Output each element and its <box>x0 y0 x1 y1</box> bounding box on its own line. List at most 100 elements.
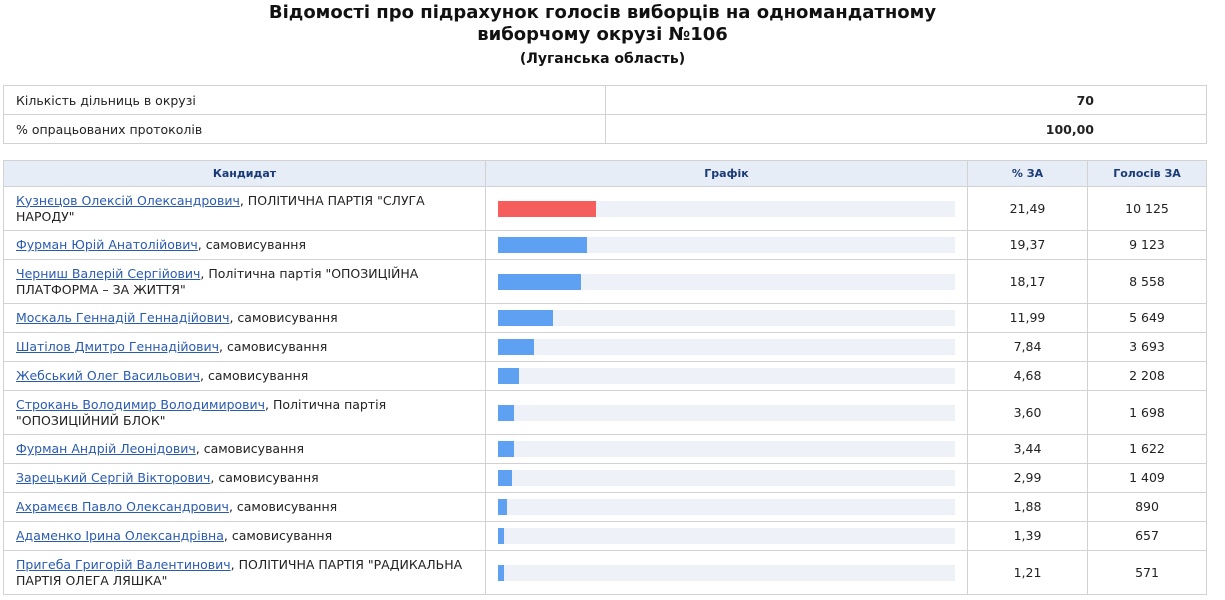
column-header: Графік <box>485 160 968 187</box>
candidate-row: Москаль Геннадій Геннадійович, самовисув… <box>3 303 1207 333</box>
title-line: виборчому окрузі №106 <box>477 24 728 45</box>
candidate-link[interactable]: Москаль Геннадій Геннадійович <box>16 310 230 325</box>
votes: 8 558 <box>1087 259 1207 304</box>
bar <box>498 273 582 290</box>
candidate-row: Ахрамєєв Павло Олександрович, самовисува… <box>3 492 1207 522</box>
candidate-affiliation: , самовисування <box>229 310 338 325</box>
chart-cell <box>485 463 968 493</box>
bar-track <box>498 528 955 544</box>
candidate-row: Строкань Володимир Володимирович, Політи… <box>3 390 1207 435</box>
candidate-cell: Москаль Геннадій Геннадійович, самовисув… <box>3 303 486 333</box>
chart-cell <box>485 434 968 464</box>
candidate-cell: Жебський Олег Васильович, самовисування <box>3 361 486 391</box>
candidate-cell: Фурман Андрій Леонідович, самовисування <box>3 434 486 464</box>
candidate-affiliation: , самовисування <box>195 441 304 456</box>
bar-track <box>498 441 955 457</box>
candidate-affiliation: , самовисування <box>200 368 309 383</box>
candidate-link[interactable]: Ахрамєєв Павло Олександрович <box>16 499 229 514</box>
bar <box>498 339 534 355</box>
candidate-affiliation: , самовисування <box>197 237 306 252</box>
votes: 890 <box>1087 492 1207 522</box>
bar-track <box>498 470 955 486</box>
candidate-cell: Фурман Юрій Анатолійович, самовисування <box>3 230 486 260</box>
title-line: Відомості про підрахунок голосів виборці… <box>268 2 937 23</box>
chart-cell <box>485 521 968 551</box>
votes: 10 125 <box>1087 186 1207 231</box>
title: Відомості про підрахунок голосів виборці… <box>0 2 1205 46</box>
summary-label: % опрацьованих протоколів <box>3 114 606 144</box>
candidate-link[interactable]: Адаменко Ірина Олександрівна <box>16 528 224 543</box>
candidate-cell: Черниш Валерій Сергійович, Політична пар… <box>3 259 486 304</box>
summary-row: % опрацьованих протоколів 100,00 <box>3 114 1207 144</box>
candidate-link[interactable]: Жебський Олег Васильович <box>16 368 201 383</box>
candidate-row: Шатілов Дмитро Геннадійович, самовисуван… <box>3 332 1207 362</box>
candidate-link[interactable]: Зарецький Сергій Вікторович <box>16 470 211 485</box>
percent: 1,88 <box>967 492 1088 522</box>
candidate-row: Жебський Олег Васильович, самовисування 4… <box>3 361 1207 391</box>
bar-track <box>498 200 955 217</box>
bar <box>498 404 515 421</box>
candidate-affiliation: , самовисування <box>210 470 319 485</box>
chart-cell <box>485 332 968 362</box>
candidate-row: Черниш Валерій Сергійович, Політична пар… <box>3 259 1207 304</box>
votes: 5 649 <box>1087 303 1207 333</box>
bar-track <box>498 368 955 384</box>
percent: 1,21 <box>967 550 1088 595</box>
bar-track <box>498 499 955 515</box>
candidate-cell: Ахрамєєв Павло Олександрович, самовисува… <box>3 492 486 522</box>
summary-row: Кількість дільниць в окрузі 70 <box>3 85 1207 115</box>
candidate-affiliation: , самовисування <box>219 339 328 354</box>
percent: 3,60 <box>967 390 1088 435</box>
votes: 9 123 <box>1087 230 1207 260</box>
percent: 11,99 <box>967 303 1088 333</box>
votes: 657 <box>1087 521 1207 551</box>
candidate-link[interactable]: Кузнєцов Олексій Олександрович <box>16 192 240 208</box>
bar <box>498 200 597 217</box>
candidate-row: Кузнєцов Олексій Олександрович, ПОЛІТИЧН… <box>3 186 1207 231</box>
candidate-cell: Кузнєцов Олексій Олександрович, ПОЛІТИЧН… <box>3 186 486 231</box>
candidate-cell: Шатілов Дмитро Геннадійович, самовисуван… <box>3 332 486 362</box>
candidate-link[interactable]: Фурман Андрій Леонідович <box>16 441 196 456</box>
candidate-cell: Строкань Володимир Володимирович, Політи… <box>3 390 486 435</box>
chart-cell <box>485 230 968 260</box>
candidate-affiliation: , ПОЛІТИЧНА ПАРТІЯ "СЛУГА НАРОДУ" <box>16 192 425 224</box>
votes: 1 409 <box>1087 463 1207 493</box>
chart-cell <box>485 361 968 391</box>
votes: 1 698 <box>1087 390 1207 435</box>
votes: 1 622 <box>1087 434 1207 464</box>
bar <box>498 499 507 515</box>
chart-cell <box>485 492 968 522</box>
votes: 2 208 <box>1087 361 1207 391</box>
chart-cell <box>485 259 968 304</box>
candidate-affiliation: , ПОЛІТИЧНА ПАРТІЯ "РАДИКАЛЬНА ПАРТІЯ ОЛ… <box>16 556 463 588</box>
candidate-cell: Пригеба Григорій Валентинович, ПОЛІТИЧНА… <box>3 550 486 595</box>
candidate-link[interactable]: Фурман Юрій Анатолійович <box>16 237 198 252</box>
column-header: Голосів ЗА <box>1087 160 1207 187</box>
votes: 3 693 <box>1087 332 1207 362</box>
candidate-affiliation: , самовисування <box>228 499 338 514</box>
summary-value: 70 <box>605 85 1207 115</box>
candidate-link[interactable]: Шатілов Дмитро Геннадійович <box>16 339 219 354</box>
bar <box>498 237 587 253</box>
percent: 7,84 <box>967 332 1088 362</box>
chart-cell <box>485 186 968 231</box>
percent: 1,39 <box>967 521 1088 551</box>
bar-track <box>498 339 955 355</box>
bar-track <box>498 404 955 421</box>
summary-label: Кількість дільниць в окрузі <box>3 85 606 115</box>
candidate-affiliation: , Політична партія "ОПОЗИЦІЙНА ПЛАТФОРМА… <box>16 265 419 297</box>
candidate-row: Адаменко Ірина Олександрівна, самовисува… <box>3 521 1207 551</box>
bar <box>498 564 504 581</box>
column-header: Кандидат <box>3 160 486 187</box>
percent: 4,68 <box>967 361 1088 391</box>
percent: 2,99 <box>967 463 1088 493</box>
candidate-affiliation: , самовисування <box>223 528 333 543</box>
candidate-link[interactable]: Пригеба Григорій Валентинович <box>16 556 231 572</box>
bar <box>498 368 520 384</box>
candidate-link[interactable]: Черниш Валерій Сергійович <box>16 265 201 281</box>
bar <box>498 470 512 486</box>
bar <box>498 310 553 326</box>
candidate-link[interactable]: Строкань Володимир Володимирович <box>16 396 266 412</box>
summary-value: 100,00 <box>605 114 1207 144</box>
candidate-affiliation: , Політична партія "ОПОЗИЦІЙНИЙ БЛОК" <box>16 396 387 428</box>
